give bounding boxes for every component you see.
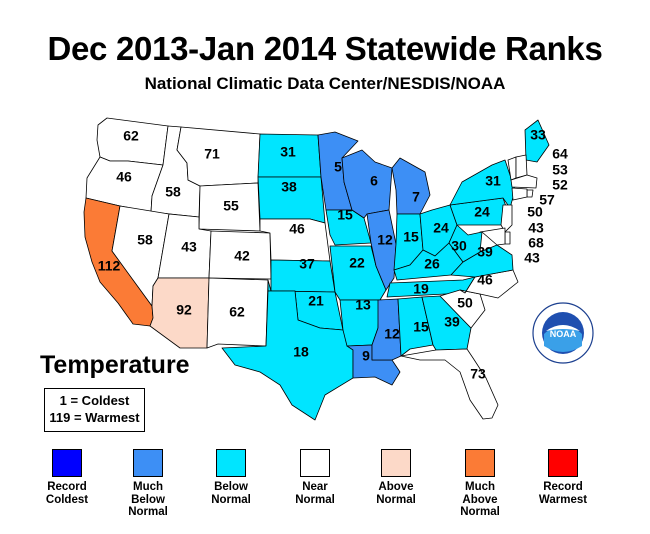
legend-item: Much Below Normal	[103, 449, 193, 519]
rank-key-box: 1 = Coldest 119 = Warmest	[44, 388, 145, 432]
rank-label-new-jersey: 43	[528, 220, 544, 236]
rank-label-washington: 62	[123, 128, 139, 144]
rank-label-illinois: 12	[377, 232, 393, 248]
legend-label: Near Normal	[295, 481, 335, 506]
rank-label-california: 112	[98, 258, 121, 274]
rank-label-missouri: 22	[349, 255, 365, 271]
rank-label-nebraska: 46	[289, 221, 305, 237]
map-subtitle: National Climatic Data Center/NESDIS/NOA…	[144, 74, 506, 93]
legend-label: Record Coldest	[45, 481, 89, 506]
rank-label-arizona: 92	[176, 302, 192, 318]
rank-label-south-dakota: 38	[281, 179, 297, 195]
rank-key-warmest: 119 = Warmest	[49, 410, 140, 425]
rank-label-louisiana: 9	[362, 348, 370, 364]
rank-label-south-carolina: 50	[457, 295, 473, 311]
rank-label-kentucky: 26	[424, 256, 440, 272]
legend-swatch	[548, 449, 578, 477]
rank-label-oregon: 46	[116, 169, 132, 185]
rank-label-mississippi: 12	[384, 326, 400, 342]
legend-item: Record Warmest	[518, 449, 608, 506]
state-new-york	[449, 159, 516, 209]
legend-item: Near Normal	[270, 449, 360, 506]
rank-label-indiana: 15	[403, 229, 419, 245]
rank-key-coldest: 1 = Coldest	[59, 393, 130, 408]
rank-label-georgia: 39	[444, 314, 460, 330]
state-texas	[221, 290, 354, 421]
rank-label-colorado: 42	[234, 248, 250, 264]
rank-label-texas: 18	[293, 344, 309, 360]
legend-label: Much Below Normal	[128, 481, 168, 518]
legend-label: Much Above Normal	[460, 481, 500, 518]
rank-label-oklahoma: 21	[308, 293, 324, 309]
rank-label-maine: 33	[530, 127, 546, 143]
rank-label-pennsylvania: 24	[474, 204, 490, 220]
rank-label-west-virginia: 30	[451, 238, 467, 254]
legend-swatch	[381, 449, 411, 477]
state-connecticut	[511, 187, 528, 201]
state-rank-labels: 62 46 112 58 58 71 55 43 42 92 62 31 38 46 37 21 18 5 15 22…	[98, 127, 568, 382]
rank-label-massachusetts: 52	[552, 177, 568, 193]
state-alabama	[397, 296, 434, 357]
state-massachusetts	[510, 174, 538, 189]
legend-swatch	[133, 449, 163, 477]
legend-item: Much Above Normal	[435, 449, 525, 519]
state-michigan	[391, 157, 431, 215]
rank-label-nevada: 58	[137, 232, 153, 248]
state-new-hampshire	[515, 154, 528, 179]
state-missouri	[329, 245, 387, 301]
map-title: Dec 2013-Jan 2014 Statewide Ranks	[47, 30, 603, 67]
legend-swatch	[300, 449, 330, 477]
rank-label-north-carolina: 46	[477, 272, 493, 288]
rank-label-montana: 71	[204, 146, 220, 162]
legend-item: Below Normal	[186, 449, 276, 506]
state-shapes	[83, 117, 550, 421]
rank-label-alabama: 15	[413, 319, 429, 335]
rank-label-idaho: 58	[165, 184, 181, 200]
state-new-mexico	[206, 277, 269, 349]
rank-label-new-hampshire: 53	[552, 162, 568, 178]
rank-label-vermont: 64	[552, 146, 568, 162]
noaa-logo-icon: NOAA	[532, 302, 594, 364]
rank-label-delaware: 68	[528, 235, 544, 251]
rank-label-virginia: 39	[477, 244, 493, 260]
legend-swatch	[52, 449, 82, 477]
rank-label-wyoming: 55	[223, 198, 239, 214]
rank-label-wisconsin: 6	[370, 173, 378, 189]
legend-swatch	[465, 449, 495, 477]
state-maryland	[479, 227, 506, 246]
rank-label-connecticut: 50	[527, 204, 543, 220]
legend-item: Above Normal	[351, 449, 441, 506]
state-florida	[400, 348, 499, 420]
legend-swatch	[216, 449, 246, 477]
rank-label-rhode-island: 57	[539, 192, 555, 208]
rank-label-iowa: 15	[337, 207, 353, 223]
state-new-jersey	[500, 204, 513, 233]
legend-item: Record Coldest	[22, 449, 112, 506]
rank-label-ohio: 24	[433, 220, 449, 236]
rank-label-new-mexico: 62	[229, 304, 245, 320]
rank-label-minnesota: 5	[334, 159, 342, 175]
state-south-carolina	[439, 289, 486, 329]
rank-label-north-dakota: 31	[280, 144, 296, 160]
rank-label-kansas: 37	[299, 256, 315, 272]
legend-label: Record Warmest	[538, 481, 588, 506]
legend-title: Temperature	[40, 351, 190, 379]
rank-label-florida: 73	[470, 366, 486, 382]
legend-label: Below Normal	[211, 481, 251, 506]
state-delaware	[504, 231, 511, 245]
color-legend: Record Coldest Much Below Normal Below Nor…	[46, 449, 612, 529]
noaa-logo-text: NOAA	[550, 329, 577, 339]
rank-label-new-york: 31	[485, 173, 501, 189]
rank-label-tennessee: 19	[413, 281, 429, 297]
rank-label-maryland: 43	[524, 250, 540, 266]
legend-label: Above Normal	[376, 481, 416, 506]
rank-label-michigan: 7	[412, 189, 420, 205]
rank-label-arkansas: 13	[355, 297, 371, 313]
rank-label-utah: 43	[181, 239, 197, 255]
state-rhode-island	[526, 189, 534, 198]
